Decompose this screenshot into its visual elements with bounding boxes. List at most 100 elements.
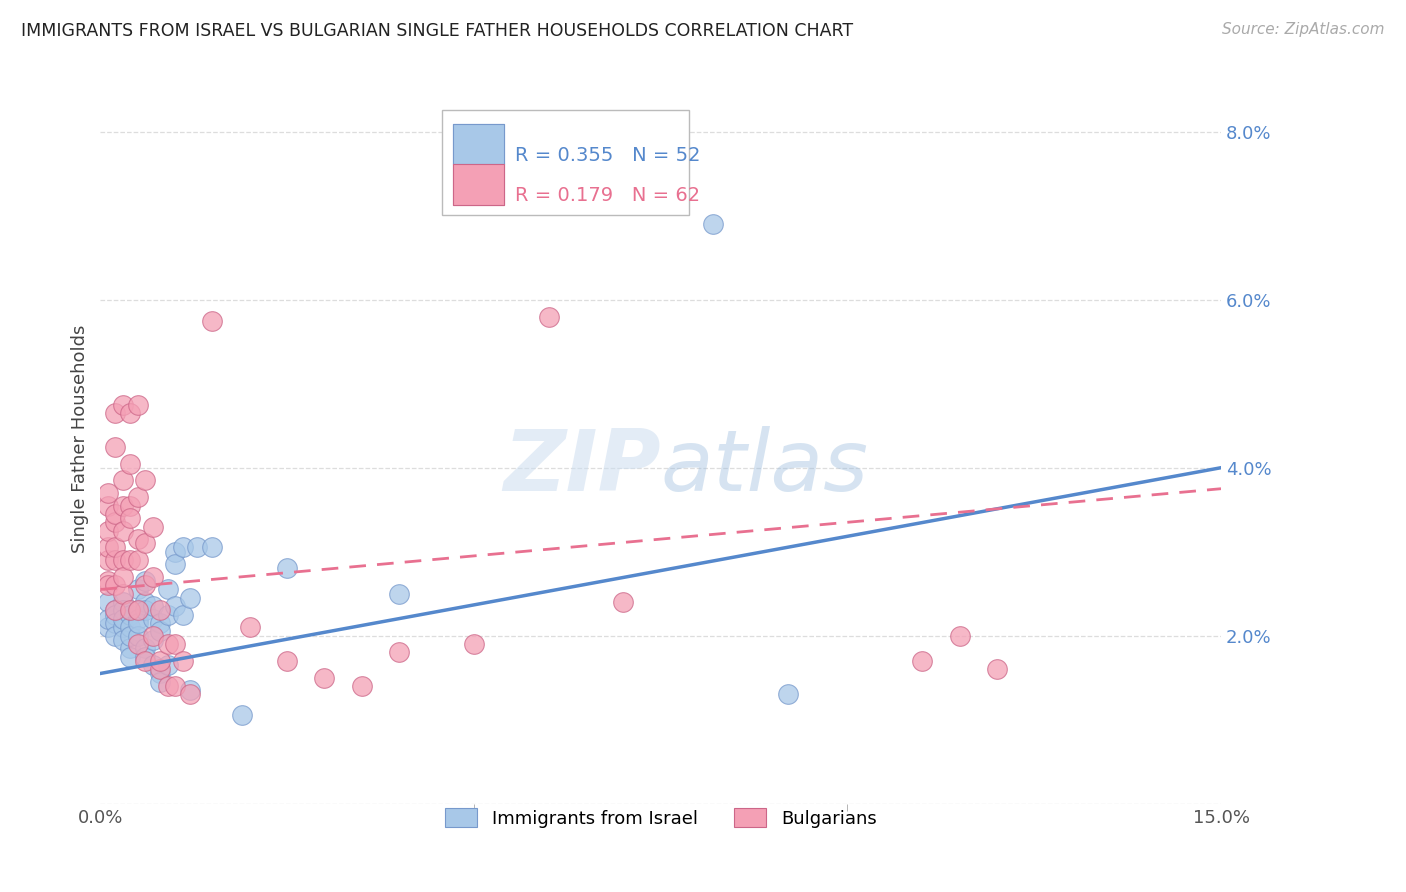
Point	[156, 658, 179, 673]
FancyBboxPatch shape	[441, 110, 689, 216]
Point	[120, 406, 142, 420]
Point	[276, 654, 298, 668]
Point	[165, 599, 187, 614]
Point	[104, 578, 127, 592]
Point	[142, 632, 165, 647]
Point	[127, 398, 149, 412]
Point	[149, 654, 172, 668]
Point	[149, 666, 172, 681]
Point	[111, 612, 134, 626]
Point	[97, 553, 120, 567]
Point	[97, 486, 120, 500]
Point	[127, 637, 149, 651]
Point	[388, 645, 411, 659]
Point	[948, 629, 970, 643]
Point	[127, 582, 149, 597]
Point	[127, 629, 149, 643]
Point	[120, 511, 142, 525]
Point	[186, 541, 208, 555]
Point	[104, 607, 127, 622]
Point	[104, 603, 127, 617]
Text: IMMIGRANTS FROM ISRAEL VS BULGARIAN SINGLE FATHER HOUSEHOLDS CORRELATION CHART: IMMIGRANTS FROM ISRAEL VS BULGARIAN SING…	[21, 22, 853, 40]
Point	[104, 541, 127, 555]
Point	[463, 637, 485, 651]
Point	[165, 679, 187, 693]
Point	[104, 603, 127, 617]
Point	[97, 595, 120, 609]
Point	[179, 591, 201, 605]
Point	[142, 612, 165, 626]
Point	[111, 570, 134, 584]
Point	[702, 217, 724, 231]
Point	[97, 499, 120, 513]
Point	[97, 574, 120, 588]
Point	[97, 612, 120, 626]
Point	[97, 620, 120, 634]
Point	[911, 654, 934, 668]
Point	[120, 620, 142, 634]
Point	[179, 683, 201, 698]
Point	[149, 624, 172, 639]
Point	[276, 561, 298, 575]
Point	[149, 662, 172, 676]
Point	[111, 620, 134, 634]
Point	[776, 688, 799, 702]
Point	[165, 558, 187, 572]
Point	[172, 654, 194, 668]
Text: R = 0.355   N = 52: R = 0.355 N = 52	[515, 146, 700, 165]
Point	[104, 516, 127, 530]
Legend: Immigrants from Israel, Bulgarians: Immigrants from Israel, Bulgarians	[437, 801, 884, 835]
Y-axis label: Single Father Households: Single Father Households	[72, 324, 89, 552]
Point	[201, 314, 224, 328]
Point	[111, 603, 134, 617]
Point	[104, 440, 127, 454]
Point	[111, 524, 134, 538]
Point	[120, 649, 142, 664]
Point	[111, 632, 134, 647]
Point	[156, 582, 179, 597]
Point	[127, 603, 149, 617]
Point	[111, 473, 134, 487]
Point	[111, 595, 134, 609]
Point	[201, 541, 224, 555]
Point	[134, 473, 156, 487]
Point	[142, 570, 165, 584]
Point	[156, 607, 179, 622]
Point	[111, 398, 134, 412]
Point	[165, 544, 187, 558]
Point	[111, 553, 134, 567]
Point	[388, 587, 411, 601]
Point	[142, 629, 165, 643]
Point	[120, 603, 142, 617]
Point	[97, 524, 120, 538]
Point	[134, 641, 156, 656]
Point	[134, 578, 156, 592]
Point	[111, 587, 134, 601]
Point	[127, 553, 149, 567]
Point	[104, 553, 127, 567]
Point	[350, 679, 373, 693]
Text: R = 0.179   N = 62: R = 0.179 N = 62	[515, 186, 700, 205]
Point	[142, 599, 165, 614]
Point	[120, 553, 142, 567]
Text: atlas: atlas	[661, 426, 869, 509]
Point	[111, 499, 134, 513]
Point	[127, 532, 149, 546]
Point	[142, 519, 165, 533]
Point	[97, 541, 120, 555]
Point	[612, 595, 634, 609]
Point	[104, 629, 127, 643]
Point	[172, 607, 194, 622]
Point	[134, 649, 156, 664]
Point	[231, 708, 253, 723]
Point	[134, 536, 156, 550]
Point	[134, 595, 156, 609]
Point	[172, 541, 194, 555]
Point	[156, 637, 179, 651]
Point	[537, 310, 560, 324]
Point	[120, 499, 142, 513]
Point	[127, 603, 149, 617]
Point	[104, 507, 127, 521]
Point	[239, 620, 262, 634]
Text: ZIP: ZIP	[503, 426, 661, 509]
